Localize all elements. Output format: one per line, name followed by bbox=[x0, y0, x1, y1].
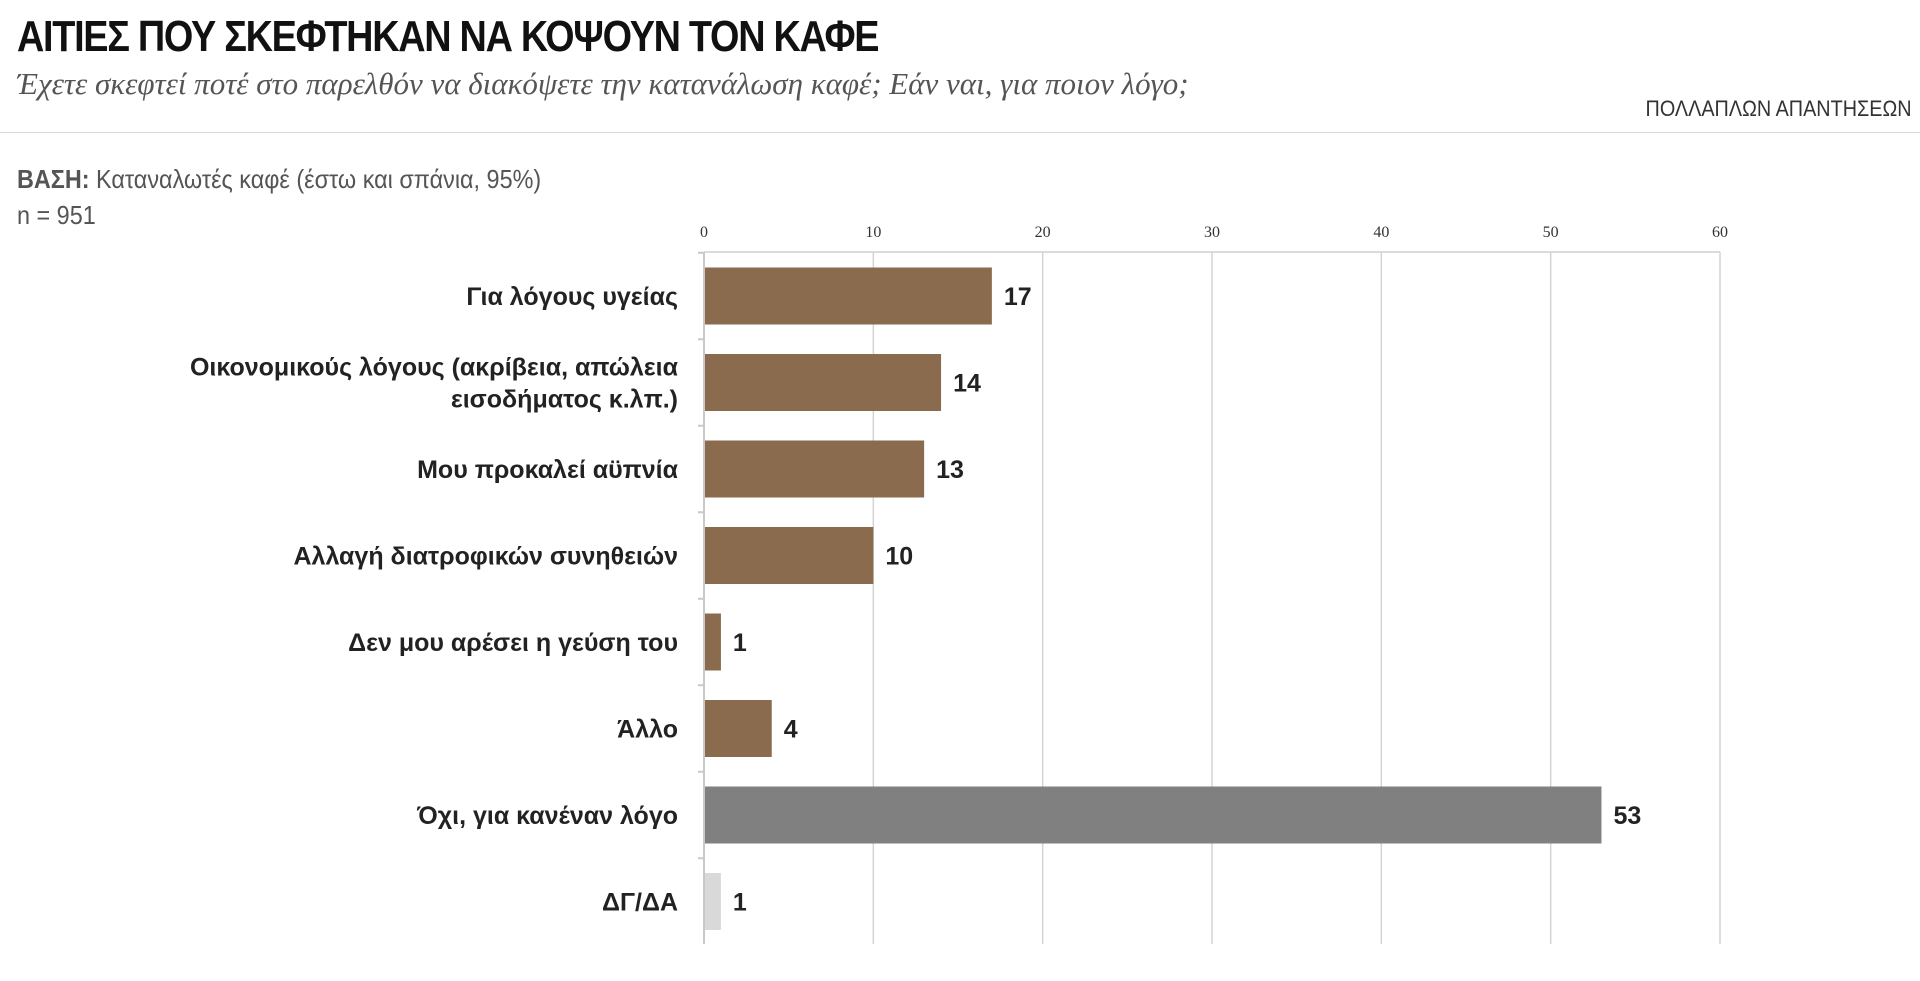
category-label: εισοδήματος κ.λπ.) bbox=[451, 386, 678, 414]
x-tick-label: 0 bbox=[700, 224, 708, 241]
chart-title: ΑΙΤΙΕΣ ΠΟΥ ΣΚΕΦΤΗΚΑΝ ΝΑ ΚΟΨΟΥΝ ΤΟΝ ΚΑΦΕ bbox=[17, 12, 880, 61]
header-divider bbox=[0, 132, 1920, 133]
category-label: Για λόγους υγείας bbox=[466, 283, 678, 311]
bar-value-label: 13 bbox=[936, 456, 964, 484]
bar bbox=[704, 354, 942, 411]
base-text: Καταναλωτές καφέ (έστω και σπάνια, 95%) bbox=[96, 164, 542, 194]
answer-type-note: ΠΟΛΛΑΠΛΩΝ ΑΠΑΝΤΗΣΕΩΝ bbox=[1646, 96, 1912, 121]
bar bbox=[704, 267, 992, 325]
bar bbox=[704, 440, 925, 498]
base-label: ΒΑΣΗ: bbox=[17, 164, 90, 194]
base-note: ΒΑΣΗ: Καταναλωτές καφέ (έστω και σπάνια,… bbox=[17, 164, 541, 195]
x-tick-label: 40 bbox=[1373, 224, 1389, 241]
bar-value-label: 1 bbox=[733, 629, 747, 657]
bar bbox=[704, 700, 772, 757]
bar-value-label: 1 bbox=[733, 889, 747, 917]
x-tick-label: 10 bbox=[865, 224, 881, 241]
x-tick-label: 20 bbox=[1035, 224, 1051, 241]
category-label: ΔΓ/ΔΑ bbox=[602, 889, 678, 917]
bar-value-label: 17 bbox=[1004, 283, 1032, 311]
bar-value-label: 53 bbox=[1613, 802, 1641, 830]
sample-size: n = 951 bbox=[17, 200, 96, 230]
bar bbox=[704, 786, 1602, 844]
category-label: Άλλο bbox=[617, 716, 678, 744]
bar bbox=[704, 613, 721, 671]
bar bbox=[704, 873, 721, 930]
bar bbox=[704, 527, 874, 584]
x-tick-label: 30 bbox=[1204, 224, 1220, 241]
chart-subtitle: Έχετε σκεφτεί ποτέ στο παρελθόν να διακό… bbox=[17, 66, 1189, 101]
category-label: Αλλαγή διατροφικών συνηθειών bbox=[294, 543, 679, 571]
bar-value-label: 10 bbox=[885, 543, 913, 571]
x-tick-label: 50 bbox=[1543, 224, 1559, 241]
category-label: Οικονομικούς λόγους (ακρίβεια, απώλεια bbox=[190, 354, 679, 382]
x-tick-label: 60 bbox=[1712, 224, 1728, 241]
category-label: Μου προκαλεί αϋπνία bbox=[417, 456, 679, 484]
bar-value-label: 4 bbox=[784, 716, 798, 744]
category-label: Όχι, για κανέναν λόγο bbox=[416, 802, 678, 830]
bar-value-label: 14 bbox=[953, 370, 981, 398]
category-label: Δεν μου αρέσει η γεύση του bbox=[348, 629, 678, 657]
